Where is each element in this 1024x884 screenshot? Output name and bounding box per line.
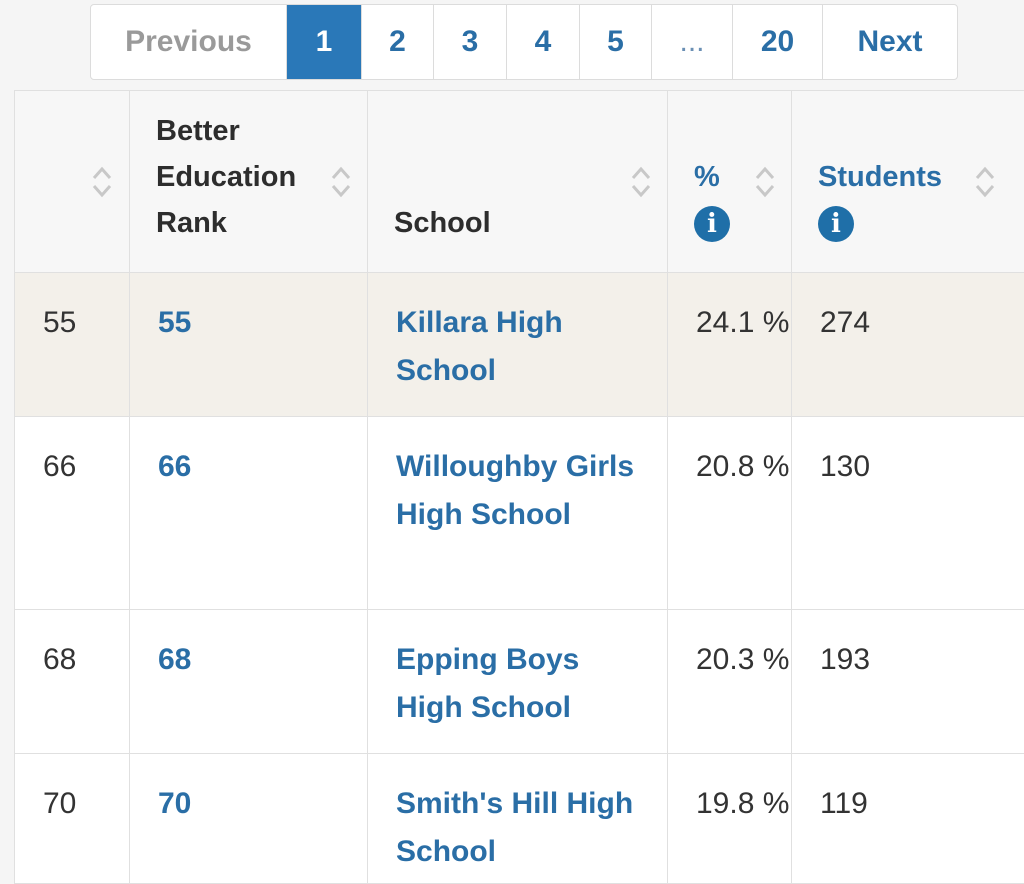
row-index: 55 [15, 273, 130, 417]
school-link[interactable]: Smith's Hill High School [368, 754, 668, 884]
students-value: 130 [792, 417, 1024, 610]
page-5-button[interactable]: 5 [580, 5, 652, 79]
table-row: 55 55 Killara High School 24.1 % 274 [15, 273, 1024, 417]
previous-page-button[interactable]: Previous [91, 5, 287, 79]
header-index[interactable] [15, 91, 130, 273]
rank-link[interactable]: 70 [130, 754, 368, 884]
info-icon[interactable]: i [694, 206, 730, 242]
header-students-label: Students [818, 161, 942, 193]
row-index: 66 [15, 417, 130, 610]
table-row: 66 66 Willoughby Girls High School 20.8 … [15, 417, 1024, 610]
row-index: 70 [15, 754, 130, 884]
pagination-ellipsis: ... [652, 5, 733, 79]
next-page-button[interactable]: Next [823, 5, 957, 79]
header-rank-label: Better Education Rank [156, 115, 296, 239]
school-link[interactable]: Killara High School [368, 273, 668, 417]
school-link[interactable]: Epping Boys High School [368, 610, 668, 754]
header-better-education-rank[interactable]: Better Education Rank [130, 91, 368, 273]
table-header-row: Better Education Rank School % i Studen [15, 91, 1024, 273]
sort-icon[interactable] [330, 163, 352, 201]
header-school[interactable]: School [368, 91, 668, 273]
page-2-button[interactable]: 2 [362, 5, 434, 79]
students-value: 119 [792, 754, 1024, 884]
page-20-button[interactable]: 20 [733, 5, 823, 79]
schools-table: Better Education Rank School % i Studen [14, 90, 1024, 884]
header-school-label: School [394, 207, 491, 239]
page-3-button[interactable]: 3 [434, 5, 507, 79]
sort-icon[interactable] [974, 163, 996, 201]
header-students[interactable]: Students i [792, 91, 1024, 273]
rank-link[interactable]: 55 [130, 273, 368, 417]
sort-icon[interactable] [754, 163, 776, 201]
percent-value: 19.8 % [668, 754, 792, 884]
students-value: 274 [792, 273, 1024, 417]
table-row: 68 68 Epping Boys High School 20.3 % 193 [15, 610, 1024, 754]
percent-value: 20.3 % [668, 610, 792, 754]
header-percent[interactable]: % i [668, 91, 792, 273]
header-percent-label: % [694, 161, 720, 193]
page-4-button[interactable]: 4 [507, 5, 580, 79]
page-1-button[interactable]: 1 [287, 5, 362, 79]
rank-link[interactable]: 68 [130, 610, 368, 754]
table-row: 70 70 Smith's Hill High School 19.8 % 11… [15, 754, 1024, 884]
students-value: 193 [792, 610, 1024, 754]
rank-link[interactable]: 66 [130, 417, 368, 610]
sort-icon[interactable] [630, 163, 652, 201]
sort-icon[interactable] [91, 163, 113, 201]
pagination: Previous 1 2 3 4 5 ... 20 Next [90, 4, 958, 80]
percent-value: 24.1 % [668, 273, 792, 417]
school-link[interactable]: Willoughby Girls High School [368, 417, 668, 610]
percent-value: 20.8 % [668, 417, 792, 610]
row-index: 68 [15, 610, 130, 754]
info-icon[interactable]: i [818, 206, 854, 242]
